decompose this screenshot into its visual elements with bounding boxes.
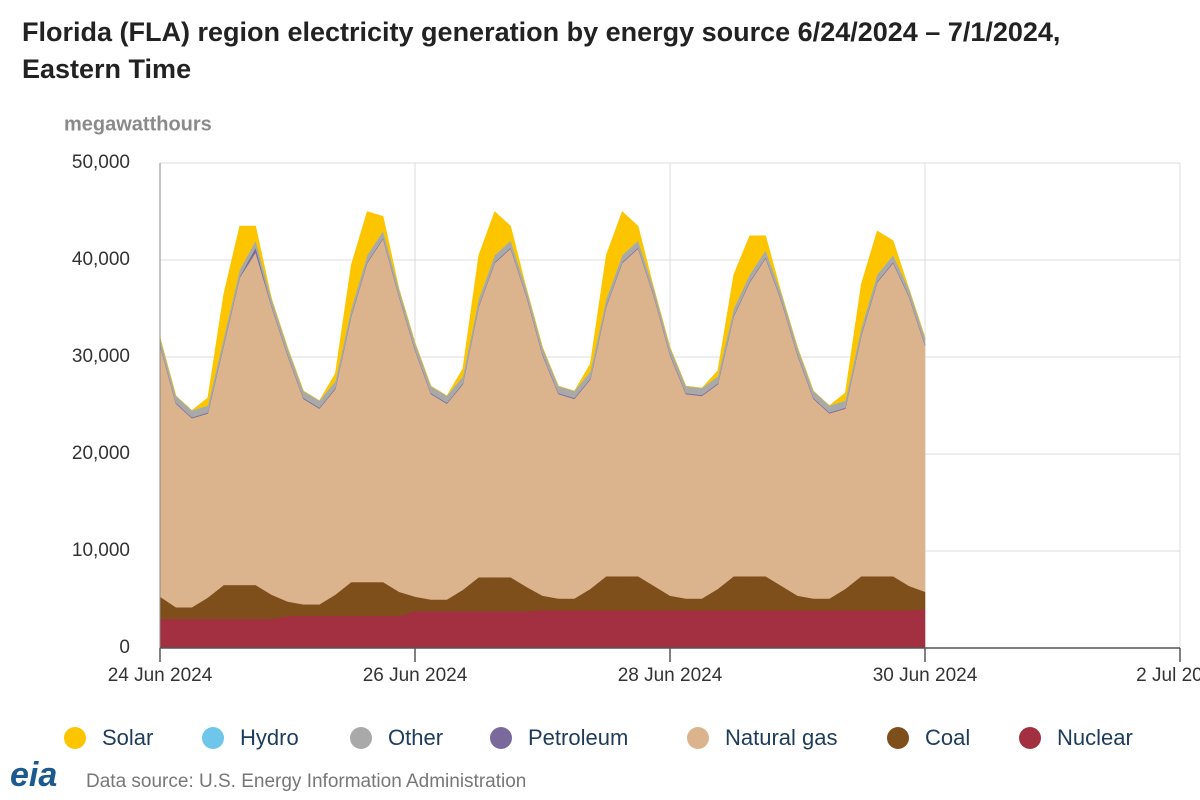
x-tick-label: 30 Jun 2024 (873, 665, 978, 686)
legend-label: Hydro (240, 725, 299, 750)
x-tick-label: 26 Jun 2024 (363, 665, 468, 686)
y-tick-label: 40,000 (72, 249, 130, 270)
legend-marker (64, 727, 86, 749)
chart-title: Florida (FLA) region electricity generat… (22, 17, 1061, 84)
legend-marker (350, 727, 372, 749)
x-tick-label: 28 Jun 2024 (618, 665, 723, 686)
legend-marker (490, 727, 512, 749)
legend-label: Coal (925, 725, 970, 750)
legend-label: Solar (102, 725, 153, 750)
source-note: Data source: U.S. Energy Information Adm… (86, 771, 526, 792)
y-tick-label: 10,000 (72, 540, 130, 561)
y-tick-label: 0 (119, 637, 130, 658)
y-tick-label: 30,000 (72, 346, 130, 367)
x-tick-label: 24 Jun 2024 (108, 665, 213, 686)
x-tick-label: 2 Jul 2024 (1136, 665, 1200, 686)
legend-marker (202, 727, 224, 749)
legend-marker (687, 727, 709, 749)
logo: eia (10, 756, 57, 794)
area (159, 238, 926, 608)
y-tick-label: 20,000 (72, 443, 130, 464)
legend-label: Other (388, 725, 443, 750)
legend-label: Natural gas (725, 725, 838, 750)
area (159, 211, 926, 411)
legend-marker (887, 727, 909, 749)
y-axis-label: megawatthours (64, 113, 212, 135)
legend-label: Petroleum (528, 725, 628, 750)
legend-marker (1019, 727, 1041, 749)
y-tick-label: 50,000 (72, 152, 130, 173)
legend-label: Nuclear (1057, 725, 1133, 750)
